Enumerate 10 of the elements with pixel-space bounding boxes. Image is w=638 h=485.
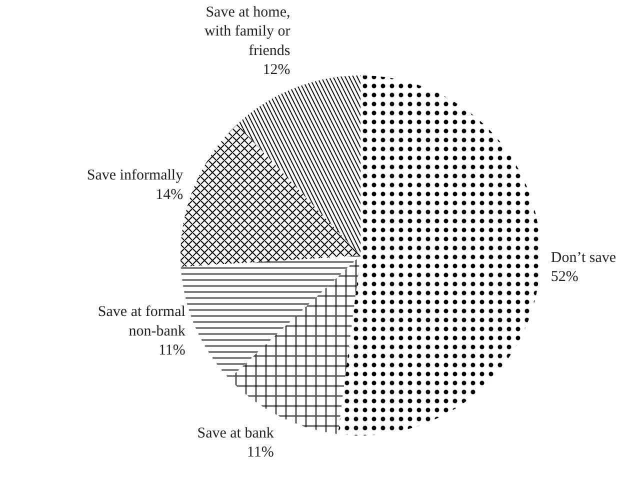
slice-label: Save at bank xyxy=(197,426,274,442)
data-label: 12% xyxy=(262,62,290,78)
slice-label: Save at home, with family or friends xyxy=(204,4,290,59)
data-label: 52% xyxy=(550,269,578,286)
data-label: 11% xyxy=(246,444,274,461)
data-label: 11% xyxy=(158,342,186,358)
slice-label: Save informally xyxy=(86,168,184,184)
slice-label: Save at formal non-bank xyxy=(98,304,186,340)
data-label: 14% xyxy=(156,186,184,203)
slice-label: Don’t save xyxy=(550,250,616,266)
